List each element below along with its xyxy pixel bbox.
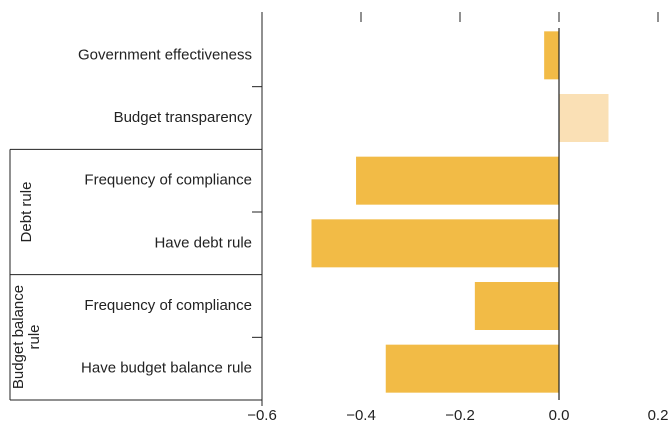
bar bbox=[544, 31, 559, 80]
bar bbox=[356, 156, 559, 205]
x-tick-label: 0.2 bbox=[648, 407, 669, 424]
x-tick-label: −0.4 bbox=[346, 407, 376, 424]
bar bbox=[474, 282, 559, 330]
group-label: Budget balance rule bbox=[10, 285, 43, 390]
x-tick-label: 0.0 bbox=[549, 407, 570, 424]
category-label: Frequency of compliance bbox=[84, 297, 252, 314]
x-tick-label: −0.2 bbox=[445, 407, 475, 424]
bar bbox=[311, 219, 559, 268]
category-label: Budget transparency bbox=[114, 109, 253, 126]
category-label: Frequency of compliance bbox=[84, 172, 252, 189]
x-tick-label: −0.6 bbox=[247, 407, 277, 424]
bar bbox=[385, 344, 559, 393]
category-label: Government effectiveness bbox=[78, 46, 252, 63]
bar bbox=[559, 94, 609, 142]
group-label: Debt rule bbox=[18, 181, 35, 243]
category-label: Have debt rule bbox=[154, 234, 252, 251]
category-label: Have budget balance rule bbox=[81, 360, 252, 377]
